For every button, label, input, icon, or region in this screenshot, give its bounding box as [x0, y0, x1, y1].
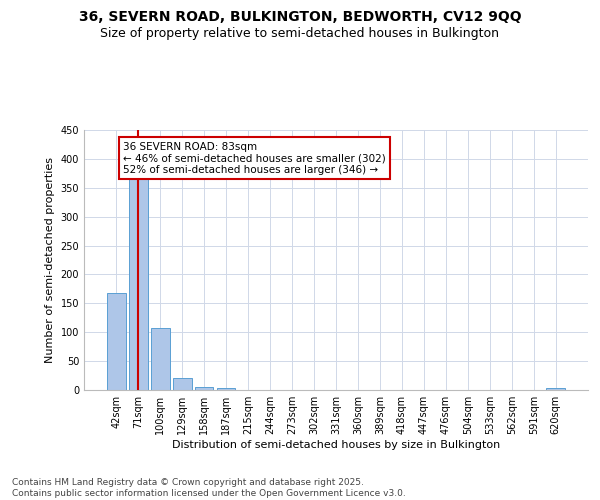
Text: Size of property relative to semi-detached houses in Bulkington: Size of property relative to semi-detach…	[101, 28, 499, 40]
Text: 36, SEVERN ROAD, BULKINGTON, BEDWORTH, CV12 9QQ: 36, SEVERN ROAD, BULKINGTON, BEDWORTH, C…	[79, 10, 521, 24]
Bar	[129, 175, 148, 390]
Text: Contains HM Land Registry data © Crown copyright and database right 2025.
Contai: Contains HM Land Registry data © Crown c…	[12, 478, 406, 498]
Text: 36 SEVERN ROAD: 83sqm
← 46% of semi-detached houses are smaller (302)
52% of sem: 36 SEVERN ROAD: 83sqm ← 46% of semi-deta…	[123, 142, 386, 175]
X-axis label: Distribution of semi-detached houses by size in Bulkington: Distribution of semi-detached houses by …	[172, 440, 500, 450]
Bar	[173, 378, 191, 390]
Bar	[547, 388, 565, 390]
Bar	[217, 388, 235, 390]
Y-axis label: Number of semi-detached properties: Number of semi-detached properties	[45, 157, 55, 363]
Bar	[107, 293, 125, 390]
Bar	[151, 328, 170, 390]
Bar	[195, 386, 214, 390]
